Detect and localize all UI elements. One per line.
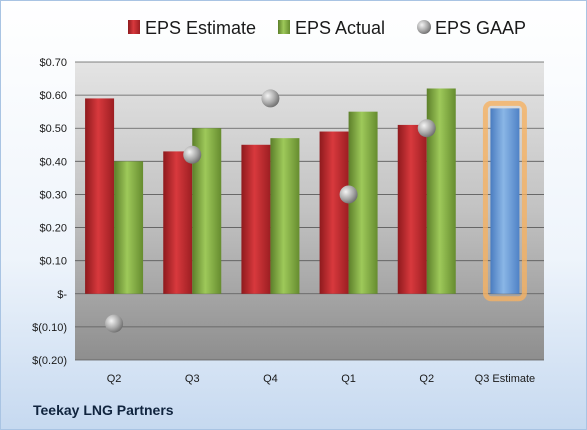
x-tick-label: Q1 xyxy=(341,373,356,385)
y-tick-label: $0.50 xyxy=(39,123,67,135)
bar-eps-actual xyxy=(426,88,456,294)
y-tick-label: $0.20 xyxy=(39,223,67,235)
estimate-highlight xyxy=(482,100,527,302)
point-eps-gaap xyxy=(105,314,124,333)
x-axis: Q2 Q3 Q4 Q1 Q2 Q3 Estimate xyxy=(107,373,535,385)
company-name: Teekay LNG Partners xyxy=(33,402,174,418)
y-tick-label: $0.10 xyxy=(39,256,67,268)
legend: EPS Estimate EPS Actual EPS GAAP xyxy=(128,18,526,38)
x-tick-label: Q4 xyxy=(263,373,278,385)
legend-swatch xyxy=(278,20,290,34)
y-tick-label: $(0.10) xyxy=(32,322,67,334)
point-eps-gaap xyxy=(261,89,280,108)
bar-eps-actual xyxy=(270,138,300,294)
y-tick-label: $(0.20) xyxy=(32,355,67,367)
point-eps-gaap xyxy=(417,119,436,138)
bar-eps-estimate xyxy=(85,98,115,294)
point-eps-gaap xyxy=(183,145,202,164)
legend-swatch xyxy=(128,20,140,34)
bar-eps-actual xyxy=(348,111,378,294)
y-tick-label: $0.40 xyxy=(39,156,67,168)
legend-label: EPS Actual xyxy=(295,18,385,38)
bar-q3-estimate xyxy=(490,108,520,294)
bar-eps-estimate xyxy=(163,151,193,294)
bar-eps-estimate xyxy=(241,144,271,294)
bars xyxy=(85,88,527,302)
x-tick-label: Q3 Estimate xyxy=(475,373,536,385)
plot-area xyxy=(75,62,544,360)
x-tick-label: Q3 xyxy=(185,373,200,385)
bar-eps-estimate xyxy=(397,124,427,294)
grid-lines xyxy=(75,61,544,361)
y-tick-label: $0.70 xyxy=(39,57,67,69)
gaap-points xyxy=(105,89,436,333)
legend-label: EPS GAAP xyxy=(435,18,526,38)
y-tick-label: $0.30 xyxy=(39,189,67,201)
x-tick-label: Q2 xyxy=(107,373,122,385)
bar-eps-actual xyxy=(114,161,144,294)
bar-eps-estimate xyxy=(319,131,349,294)
legend-label: EPS Estimate xyxy=(145,18,256,38)
x-tick-label: Q2 xyxy=(419,373,434,385)
point-eps-gaap xyxy=(339,185,358,204)
y-axis: $(0.20) $(0.10) $- $0.10 $0.20 $0.30 $0.40 $0.5… xyxy=(32,57,67,367)
y-tick-label: $- xyxy=(57,289,67,301)
y-tick-label: $0.60 xyxy=(39,90,67,102)
legend-swatch xyxy=(417,20,431,34)
